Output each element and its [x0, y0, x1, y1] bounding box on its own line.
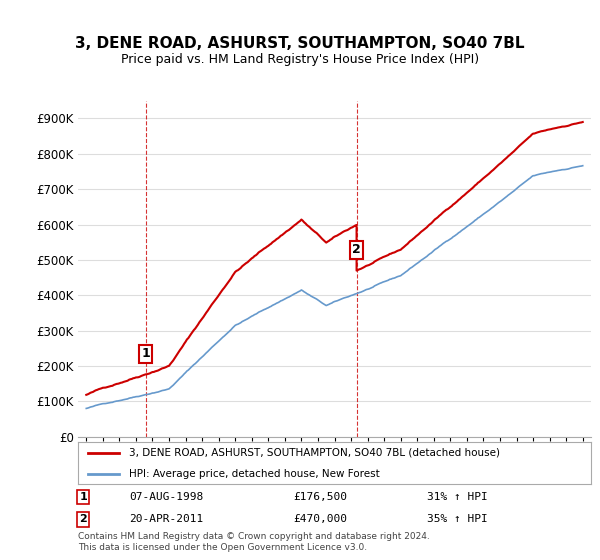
Text: 07-AUG-1998: 07-AUG-1998: [130, 492, 203, 502]
Text: 3, DENE ROAD, ASHURST, SOUTHAMPTON, SO40 7BL: 3, DENE ROAD, ASHURST, SOUTHAMPTON, SO40…: [75, 36, 525, 52]
Text: 1: 1: [79, 492, 87, 502]
Text: Price paid vs. HM Land Registry's House Price Index (HPI): Price paid vs. HM Land Registry's House …: [121, 53, 479, 66]
Text: HPI: Average price, detached house, New Forest: HPI: Average price, detached house, New …: [130, 469, 380, 479]
Text: 2: 2: [352, 244, 361, 256]
Text: Contains HM Land Registry data © Crown copyright and database right 2024.
This d: Contains HM Land Registry data © Crown c…: [78, 532, 430, 552]
Text: 2: 2: [79, 515, 87, 525]
Text: £176,500: £176,500: [293, 492, 347, 502]
Text: 1: 1: [141, 347, 150, 360]
Text: £470,000: £470,000: [293, 515, 347, 525]
Text: 35% ↑ HPI: 35% ↑ HPI: [427, 515, 488, 525]
Text: 31% ↑ HPI: 31% ↑ HPI: [427, 492, 488, 502]
Text: 3, DENE ROAD, ASHURST, SOUTHAMPTON, SO40 7BL (detached house): 3, DENE ROAD, ASHURST, SOUTHAMPTON, SO40…: [130, 448, 500, 458]
Text: 20-APR-2011: 20-APR-2011: [130, 515, 203, 525]
